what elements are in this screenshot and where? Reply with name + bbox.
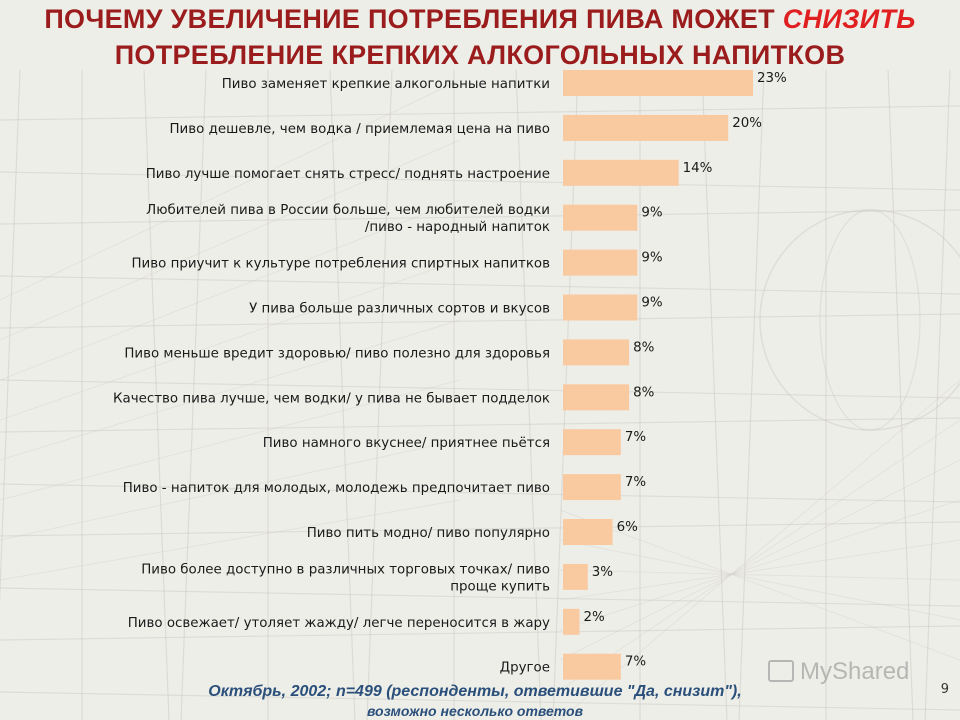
category-label: проще купить bbox=[450, 579, 550, 594]
category-label: Пиво лучше помогает снять стресс/ поднят… bbox=[146, 167, 550, 182]
data-label: 7% bbox=[625, 655, 646, 670]
data-label: 2% bbox=[584, 610, 605, 625]
title-prefix: ПОЧЕМУ УВЕЛИЧЕНИЕ ПОТРЕБЛЕНИЯ ПИВА МОЖЕТ bbox=[44, 4, 783, 34]
bar bbox=[563, 474, 621, 501]
category-label: Пиво - напиток для молодых, молодежь пре… bbox=[123, 481, 550, 496]
data-label: 14% bbox=[683, 161, 713, 176]
footnote-multiple-answers: возможно несколько ответов bbox=[366, 703, 584, 719]
category-label: Пиво намного вкуснее/ приятнее пьётся bbox=[263, 435, 550, 451]
data-label: 7% bbox=[625, 475, 646, 490]
title-highlight: СНИЗИТЬ bbox=[782, 4, 916, 34]
data-label: 8% bbox=[633, 340, 654, 355]
data-label: 9% bbox=[641, 206, 662, 221]
slide-title-line1: ПОЧЕМУ УВЕЛИЧЕНИЕ ПОТРЕБЛЕНИЯ ПИВА МОЖЕТ… bbox=[0, 4, 960, 35]
bar bbox=[563, 70, 753, 96]
bar bbox=[563, 563, 588, 590]
slide-title-line2: ПОТРЕБЛЕНИЕ КРЕПКИХ АЛКОГОЛЬНЫХ НАПИТКОВ bbox=[114, 40, 846, 70]
watermark-text: MyShared bbox=[800, 658, 910, 685]
category-label: Другое bbox=[500, 661, 550, 676]
bar bbox=[563, 114, 729, 141]
data-label: 8% bbox=[633, 385, 654, 400]
bar bbox=[563, 519, 613, 545]
bar bbox=[563, 429, 621, 456]
data-label: 9% bbox=[641, 251, 662, 266]
category-label: Пиво освежает/ утоляет жажду/ легче пере… bbox=[128, 616, 550, 631]
bar bbox=[563, 204, 638, 231]
category-label: Любителей пива в России больше, чем люби… bbox=[146, 202, 550, 218]
category-label: Пиво более доступно в различных торговых… bbox=[141, 561, 550, 577]
category-label: Качество пива лучше, чем водки/ у пива н… bbox=[113, 390, 550, 406]
bar bbox=[563, 159, 679, 186]
data-label: 9% bbox=[641, 296, 662, 311]
data-label: 3% bbox=[592, 565, 613, 580]
bar bbox=[563, 339, 630, 366]
presentation-icon bbox=[768, 660, 794, 682]
page-number: 9 bbox=[940, 682, 949, 697]
bar bbox=[563, 294, 638, 321]
data-label: 23% bbox=[757, 71, 787, 86]
category-label: Пиво дешевле, чем водка / приемлемая цен… bbox=[169, 122, 550, 137]
footnote-sample: Октябрь, 2002; n=499 (респонденты, ответ… bbox=[208, 683, 742, 700]
watermark-logo: MyShared bbox=[768, 656, 928, 690]
category-label: Пиво заменяет крепкие алкогольные напитк… bbox=[222, 77, 550, 92]
data-label: 20% bbox=[732, 116, 762, 131]
category-label: У пива больше различных сортов и вкусов bbox=[249, 301, 550, 317]
bar bbox=[563, 384, 630, 411]
bar bbox=[563, 249, 638, 276]
bar bbox=[563, 653, 621, 680]
category-label: Пиво пить модно/ пиво популярно bbox=[307, 526, 550, 541]
category-label: /пиво - народный напиток bbox=[365, 220, 550, 235]
bar bbox=[563, 608, 580, 635]
data-label: 6% bbox=[617, 520, 638, 535]
data-label: 7% bbox=[625, 430, 646, 445]
category-label: Пиво приучит к культуре потребления спир… bbox=[131, 256, 550, 272]
category-label: Пиво меньше вредит здоровью/ пиво полезн… bbox=[124, 346, 550, 361]
